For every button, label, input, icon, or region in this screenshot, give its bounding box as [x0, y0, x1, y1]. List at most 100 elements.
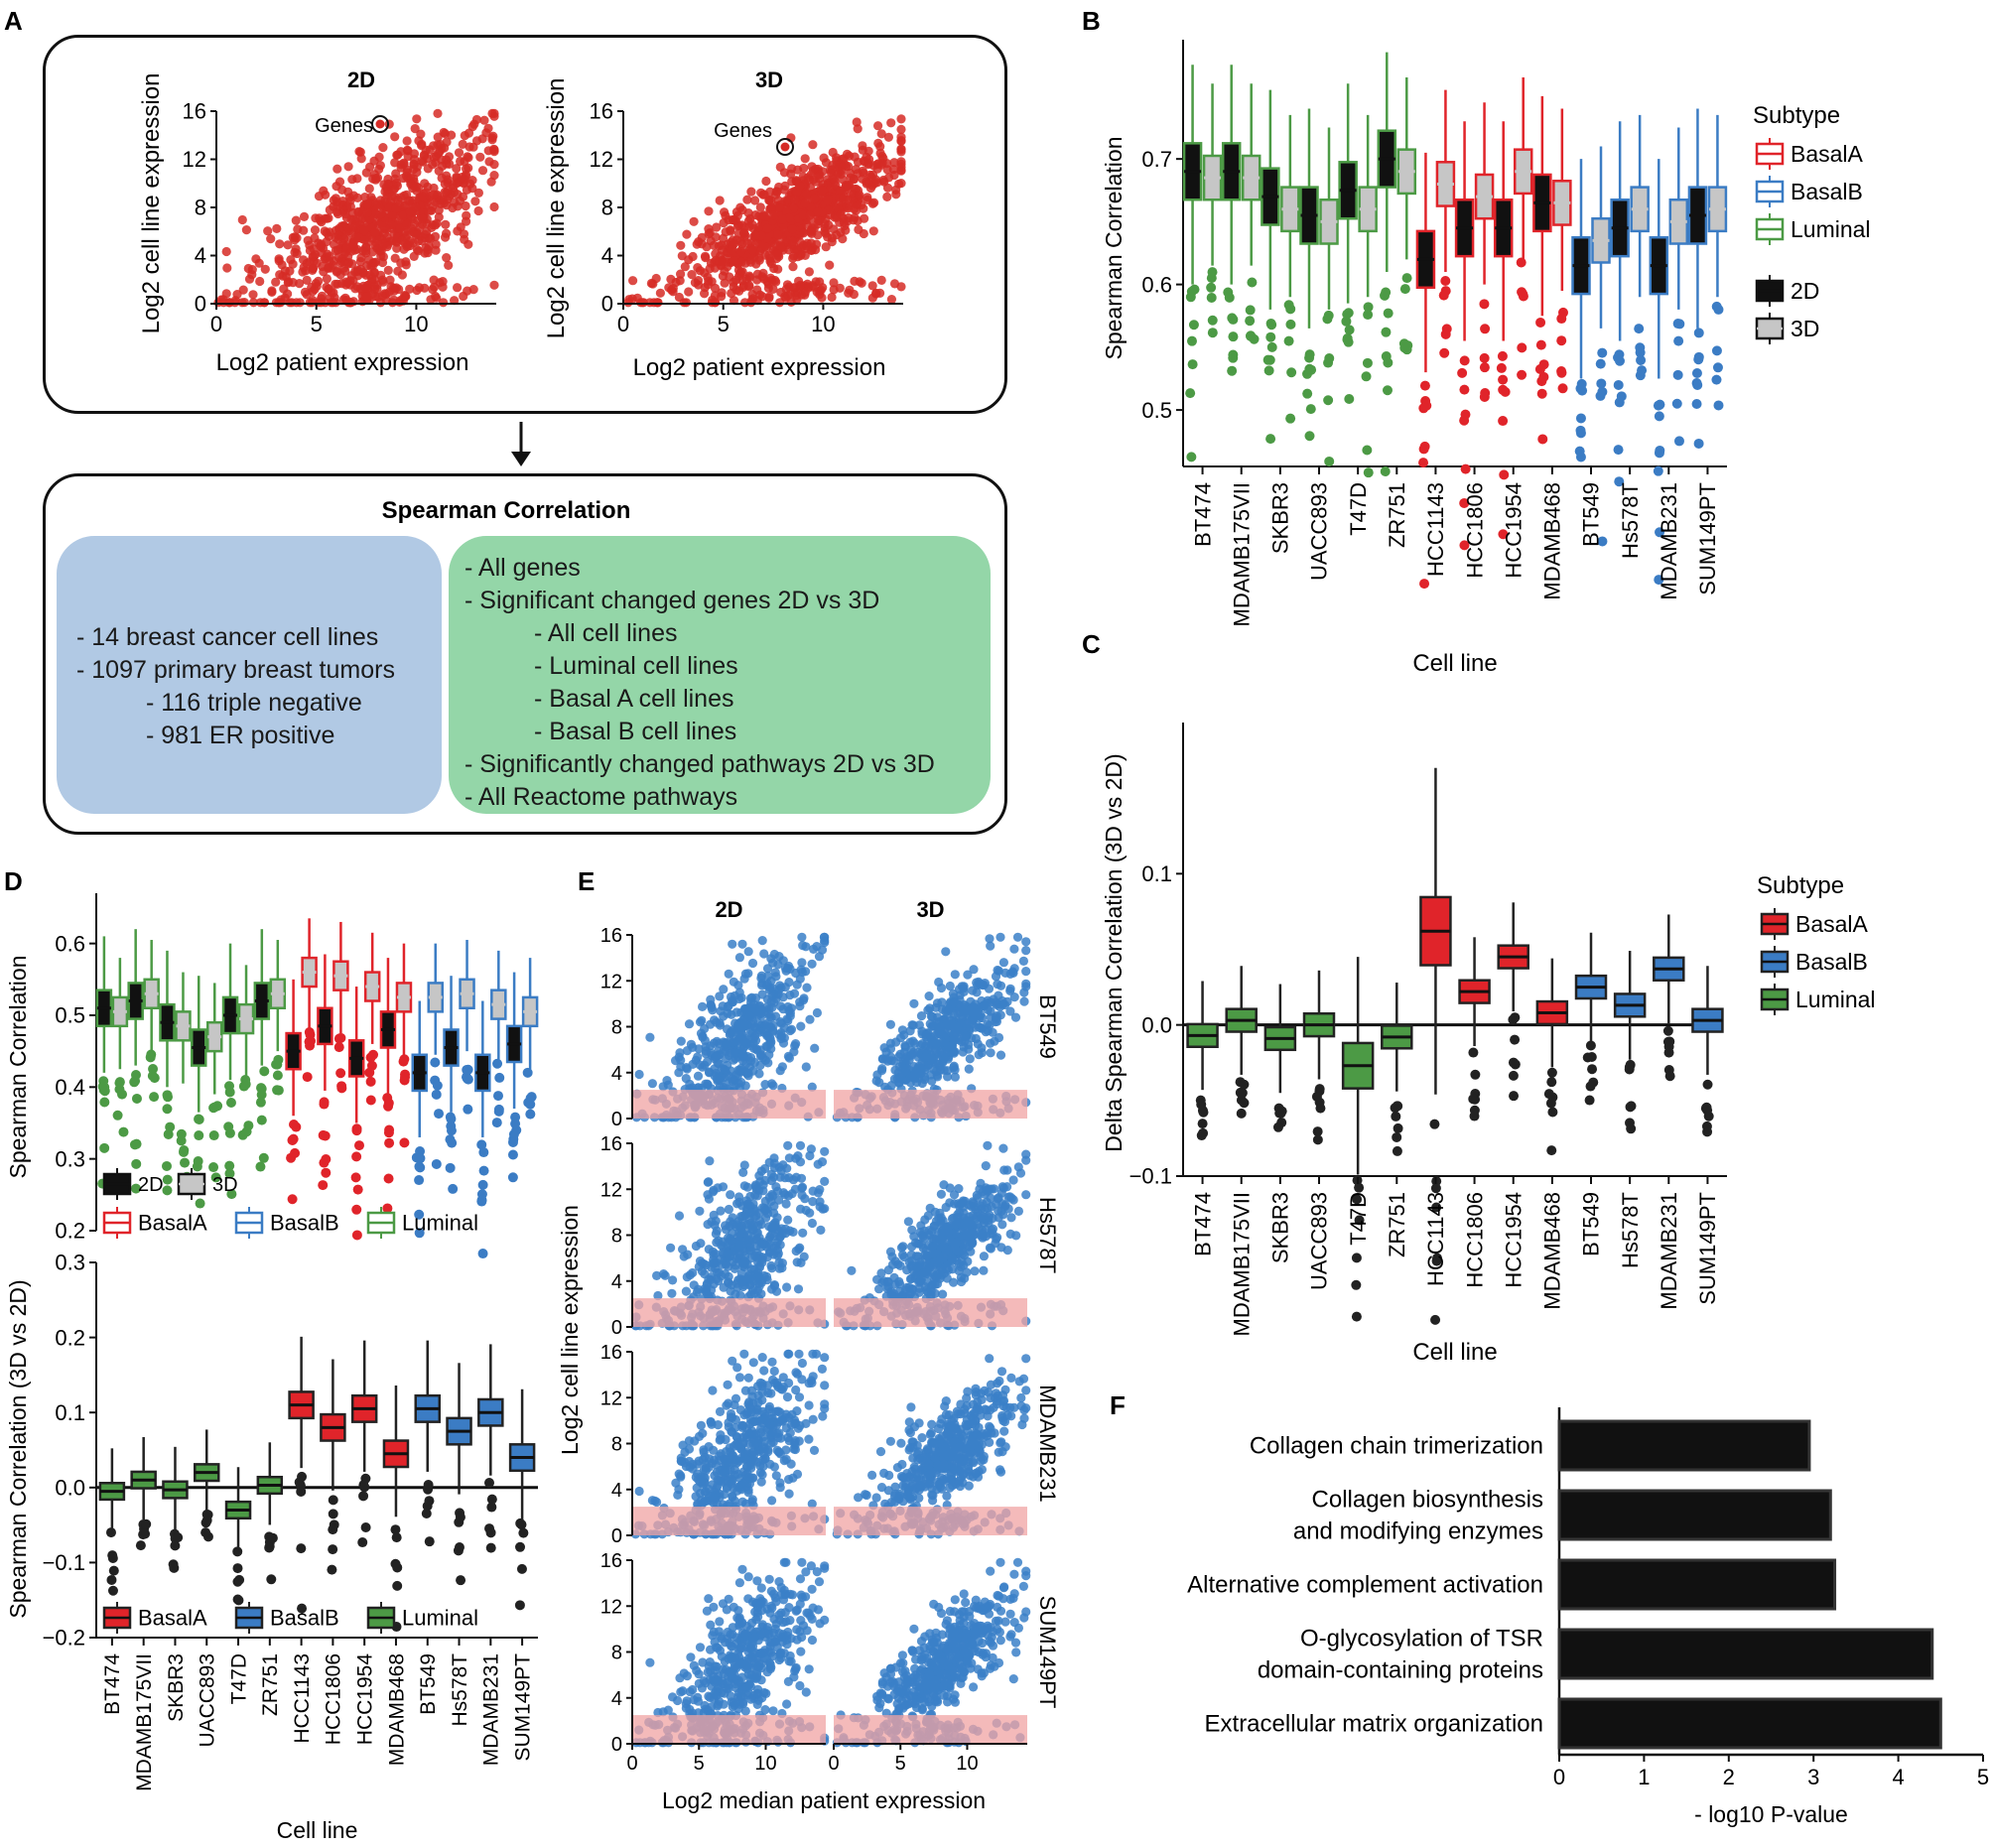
panel-e-BT549-3D-point — [985, 934, 995, 944]
panel-c-BT549-outlier — [1588, 1077, 1599, 1088]
panel-d-top-Hs578T-2d-outlier — [448, 1183, 459, 1194]
scatter-2d-point — [369, 156, 379, 166]
scatter-3d-point — [858, 166, 867, 176]
scatter-2d-point — [362, 207, 372, 217]
panel-d-top-UACC893-2d-outlier — [195, 1198, 205, 1209]
panel-d-top-BT474-3d-outlier — [118, 1126, 129, 1137]
panel-d-bottom-HCC1954-outlier — [358, 1480, 369, 1491]
panel-e-Hs578T-3D-point — [1013, 1206, 1023, 1216]
scatter-2d-point — [426, 233, 436, 243]
panel-d-bottom-MDAMB231-outlier — [484, 1523, 495, 1534]
panel-b-SKBR3-2d-outlier — [1266, 341, 1277, 352]
panel-b-x-tick-label: MDAMB231 — [1657, 482, 1681, 600]
panel-d-bottom-HCC1954-outlier — [360, 1522, 371, 1533]
panel-e-BT549-2D-point — [797, 958, 807, 968]
scatter-3d-y-tick-label: 8 — [601, 196, 613, 220]
panel-e-Hs578T-2D-point — [668, 1275, 678, 1285]
scatter-2d-point — [343, 162, 353, 172]
panel-d-top-SKBR3-3d-outlier — [180, 1157, 191, 1168]
panel-c-BT474-outlier — [1198, 1127, 1209, 1138]
panel-d-top-MDAMB231-3d-outlier — [493, 1104, 504, 1115]
panel-d-top-ZR751-2d-outlier — [259, 1066, 270, 1077]
panel-b-ylabel: Spearman Correlation — [1101, 136, 1127, 359]
panel-e-BT549-3D-point — [907, 1049, 917, 1060]
panel-e-BT549-3D-point — [1000, 968, 1010, 979]
panel-c-UACC893-outlier — [1314, 1084, 1325, 1095]
scatter-3d-point — [787, 224, 797, 234]
scatter-3d-point — [775, 298, 785, 308]
panel-c-x-tick-label: BT474 — [1190, 1192, 1215, 1256]
panel-e-BT549-2D-point — [693, 1071, 704, 1081]
panel-d-top-UACC893-2d-outlier — [194, 1130, 204, 1141]
panel-e-BT549-2D-point — [797, 932, 807, 942]
scatter-3d-point — [668, 284, 678, 294]
panel-b-ZR751-2d-outlier — [1383, 308, 1394, 319]
scatter-2d-point — [274, 256, 284, 266]
panel-e-Hs578T-2D-point — [764, 1248, 775, 1257]
panel-e-Hs578T-3D-point — [908, 1284, 918, 1294]
panel-d-top-MDAMB468-3d-outlier — [400, 1069, 411, 1080]
panel-e-BT549-2D-point — [767, 1079, 777, 1089]
panel-d-top-BT474-3d-outlier — [112, 1110, 123, 1121]
scatter-3d-point — [689, 216, 699, 226]
panel-d-top-HCC1806-2d-outlier — [319, 1157, 330, 1168]
scatter-2d-point — [325, 251, 334, 262]
panel-c-x-tick-label: HCC1806 — [1462, 1192, 1487, 1288]
scatter-2d-point — [458, 192, 468, 201]
panel-b-HCC1143-3d-outlier — [1440, 276, 1451, 287]
summary-right-item-6: - Significantly changed pathways 2D vs 3… — [465, 750, 935, 778]
panel-e-Hs578T-2D-point — [652, 1270, 662, 1280]
scatter-3d-point — [676, 240, 686, 250]
panel-d-bottom-BT549-outlier — [423, 1480, 434, 1491]
panel-d-top-MDAMB231-2d-outlier — [477, 1249, 488, 1259]
panel-e-Hs578T-2D-point — [709, 1210, 719, 1220]
scatter-2d-point — [416, 129, 426, 139]
panel-d-top-HCC1954-3d-outlier — [365, 1095, 376, 1106]
panel-b-HCC1954-2d-outlier — [1497, 350, 1508, 361]
panel-e-Hs578T-2D-point — [704, 1274, 714, 1284]
scatter-3d-point — [886, 295, 897, 305]
scatter-3d-point — [720, 207, 730, 217]
panel-b-HCC1143-3d-outlier — [1439, 347, 1450, 358]
panel-d-top-BT474-2d-outlier — [99, 1142, 110, 1153]
panel-e-BT549-2D-point — [757, 936, 767, 946]
panel-b-y-tick-label: 0.6 — [1141, 272, 1172, 297]
scatter-3d-point — [745, 257, 756, 267]
panel-d-top-BT549-3d-outlier — [430, 1057, 441, 1068]
scatter-2d-point — [433, 140, 443, 150]
panel-e-BT549-3D-point — [943, 1072, 953, 1082]
scatter-2d-point — [384, 119, 394, 129]
scatter-2d-point — [442, 200, 452, 210]
scatter-2d-y-tick-label: 4 — [195, 243, 206, 268]
panel-e-BT549-3D-point — [909, 998, 919, 1008]
panel-c-y-tick-label: 0.0 — [1141, 1012, 1172, 1037]
panel-e-BT549-2D-point — [801, 967, 811, 977]
panel-d-top-Hs578T-2d-outlier — [445, 1134, 456, 1145]
panel-d-bottom-MDAMB175VII-outlier — [141, 1518, 152, 1529]
panel-d-bottom-UACC893-outlier — [200, 1527, 211, 1538]
panel-d-bottom-x-tick-label: HCC1143 — [291, 1653, 314, 1744]
scatter-2d-point — [237, 214, 247, 225]
panel-b-x-tick-label: Hs578T — [1618, 482, 1643, 559]
scatter-2d-point — [345, 201, 355, 211]
scatter-3d-title: 3D — [755, 67, 783, 92]
scatter-3d-point — [762, 223, 773, 233]
scatter-3d-x-tick-label: 10 — [811, 312, 835, 336]
panel-b-Hs578T-3d-outlier — [1637, 365, 1648, 376]
panel-b-MDAMB175VII-3d-outlier — [1245, 316, 1256, 327]
scatter-3d-point — [845, 285, 855, 295]
panel-b-BT549-2d-outlier — [1575, 425, 1586, 436]
panel-b-MDAMB231-2d-outlier — [1655, 445, 1665, 456]
panel-b-UACC893-3d-outlier — [1323, 310, 1334, 321]
panel-d-top-SKBR3-2d-outlier — [163, 1128, 174, 1139]
panel-e-Hs578T-2D-point — [769, 1280, 780, 1290]
panel-e-Hs578T-3D-point — [998, 1143, 1008, 1153]
panel-letter-a: A — [4, 6, 23, 36]
panel-d-bottom-SUM149PT-outlier — [516, 1563, 527, 1574]
panel-d-bottom-BT549-outlier — [424, 1536, 435, 1547]
panel-e-BT549-3D-point — [965, 1054, 975, 1064]
panel-b-SUM149PT-3d-outlier — [1711, 345, 1722, 356]
scatter-2d-point — [247, 270, 257, 280]
panel-e-BT549-2D-y-tick-label: 16 — [600, 925, 622, 947]
